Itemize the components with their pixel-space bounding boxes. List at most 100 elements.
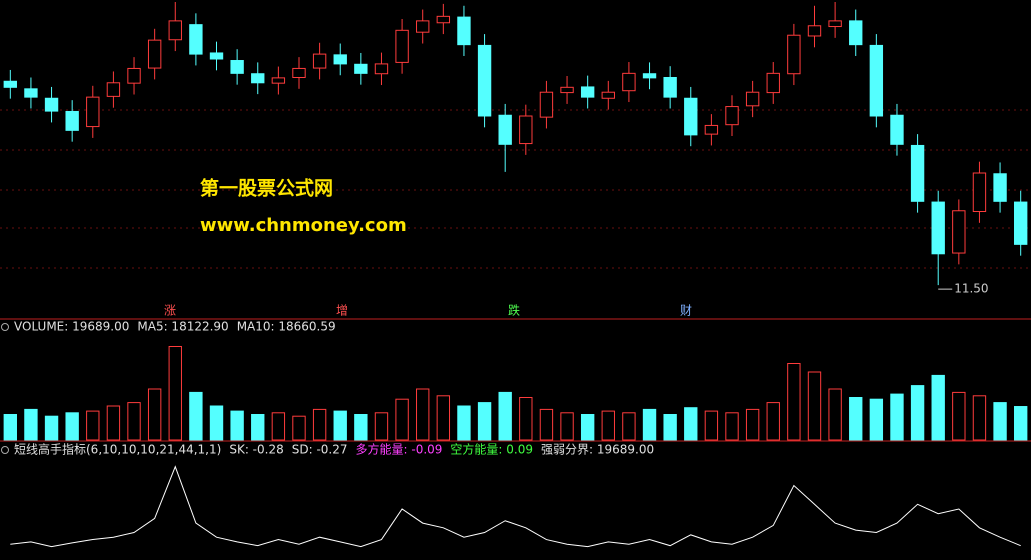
header-item: VOLUME: 19689.00 xyxy=(14,320,129,334)
candle-body xyxy=(416,20,430,33)
volume-bar xyxy=(147,388,162,441)
candle-body xyxy=(312,53,327,69)
header-icon xyxy=(1,323,9,331)
candle-body xyxy=(477,44,492,117)
candle-body xyxy=(642,73,657,79)
volume-bar xyxy=(725,412,739,441)
marker: 财 xyxy=(680,304,692,318)
candle-body xyxy=(3,80,17,88)
volume-bar xyxy=(127,402,141,441)
marker: 跌 xyxy=(508,303,520,318)
volume-bar xyxy=(292,415,306,441)
volume-bar xyxy=(498,391,512,441)
volume-bar xyxy=(168,346,182,441)
volume-bar xyxy=(952,391,966,441)
candle-body xyxy=(65,110,79,131)
volume-bar xyxy=(230,410,244,441)
volume-bar xyxy=(354,414,368,441)
candle-body xyxy=(395,29,409,63)
volume-bar xyxy=(745,408,760,441)
volume-bar xyxy=(24,408,38,441)
candle-body xyxy=(24,88,38,98)
candle-body xyxy=(147,39,162,69)
candle-body xyxy=(787,34,801,75)
header-item: MA5: 18122.90 xyxy=(137,320,228,334)
volume-bar xyxy=(787,363,801,441)
candle-body xyxy=(807,25,822,37)
low-label: 11.50 xyxy=(954,282,988,296)
volume-bar xyxy=(416,388,430,441)
volume-bar xyxy=(684,407,698,441)
volume-bar xyxy=(312,408,327,441)
volume-bar xyxy=(189,391,203,441)
candle-body xyxy=(745,91,760,107)
candle-body xyxy=(910,144,925,202)
candle-body xyxy=(209,52,224,60)
candle-body xyxy=(725,106,739,126)
candle-body xyxy=(890,114,904,145)
volume-bar xyxy=(910,385,925,441)
candle-body xyxy=(849,20,863,46)
candle-body xyxy=(601,91,615,99)
candle-body xyxy=(622,72,636,92)
volume-bar xyxy=(271,412,286,441)
volume-bar xyxy=(869,398,884,441)
header-item: MA10: 18660.59 xyxy=(237,320,336,334)
marker: 涨 xyxy=(164,303,176,318)
candle-body xyxy=(828,20,842,28)
volume-bar xyxy=(972,395,987,441)
volume-bar xyxy=(993,402,1007,441)
candle-body xyxy=(374,63,389,75)
marker: 增 xyxy=(336,304,348,318)
volume-bar xyxy=(519,397,533,441)
volume-bar xyxy=(65,412,79,441)
volume-bar xyxy=(890,393,904,441)
candle-body xyxy=(86,96,100,128)
volume-bar xyxy=(601,410,615,441)
volume-bar xyxy=(539,408,554,441)
candle-body xyxy=(560,86,574,94)
volume-bar xyxy=(477,402,492,441)
volume-bar xyxy=(766,402,780,441)
candle-body xyxy=(704,124,719,135)
volume-bar xyxy=(580,414,595,441)
header-item: SK: -0.28 xyxy=(229,443,283,457)
candle-body xyxy=(354,63,368,74)
candle-body xyxy=(44,97,59,112)
header-item: 短线高手指标(6,10,10,10,21,44,1,1) xyxy=(14,442,221,457)
volume-bar xyxy=(560,412,574,441)
candle-body xyxy=(230,60,244,74)
volume-bar xyxy=(849,397,863,441)
candle-body xyxy=(519,115,533,145)
candle-body xyxy=(127,67,141,84)
volume-bar xyxy=(931,374,945,441)
candle-body xyxy=(952,210,966,254)
indicator-line xyxy=(10,465,1021,548)
volume-bar xyxy=(44,415,59,441)
candle-body xyxy=(993,173,1007,202)
candle-body xyxy=(457,16,471,46)
watermark: 第一股票公式网 xyxy=(200,177,333,200)
candle-body xyxy=(931,201,945,255)
header-item: 强弱分界: 19689.00 xyxy=(541,443,654,457)
header-item: SD: -0.27 xyxy=(292,443,348,457)
volume-bar xyxy=(457,405,471,441)
grid xyxy=(0,109,1031,269)
candle-body xyxy=(271,77,286,84)
volume-bar xyxy=(333,410,347,441)
candle-body xyxy=(189,24,203,55)
volume-bar xyxy=(704,410,719,441)
header-item: 空方能量: 0.09 xyxy=(450,442,533,457)
candle-body xyxy=(168,20,182,41)
candle-body xyxy=(869,44,884,117)
volume-bar xyxy=(3,414,17,441)
volume-bar xyxy=(1014,406,1028,441)
candle-body xyxy=(292,67,306,79)
header-icon xyxy=(1,446,9,454)
candle-body xyxy=(972,172,987,213)
candle-body xyxy=(251,73,265,84)
volume-bar xyxy=(251,414,265,441)
